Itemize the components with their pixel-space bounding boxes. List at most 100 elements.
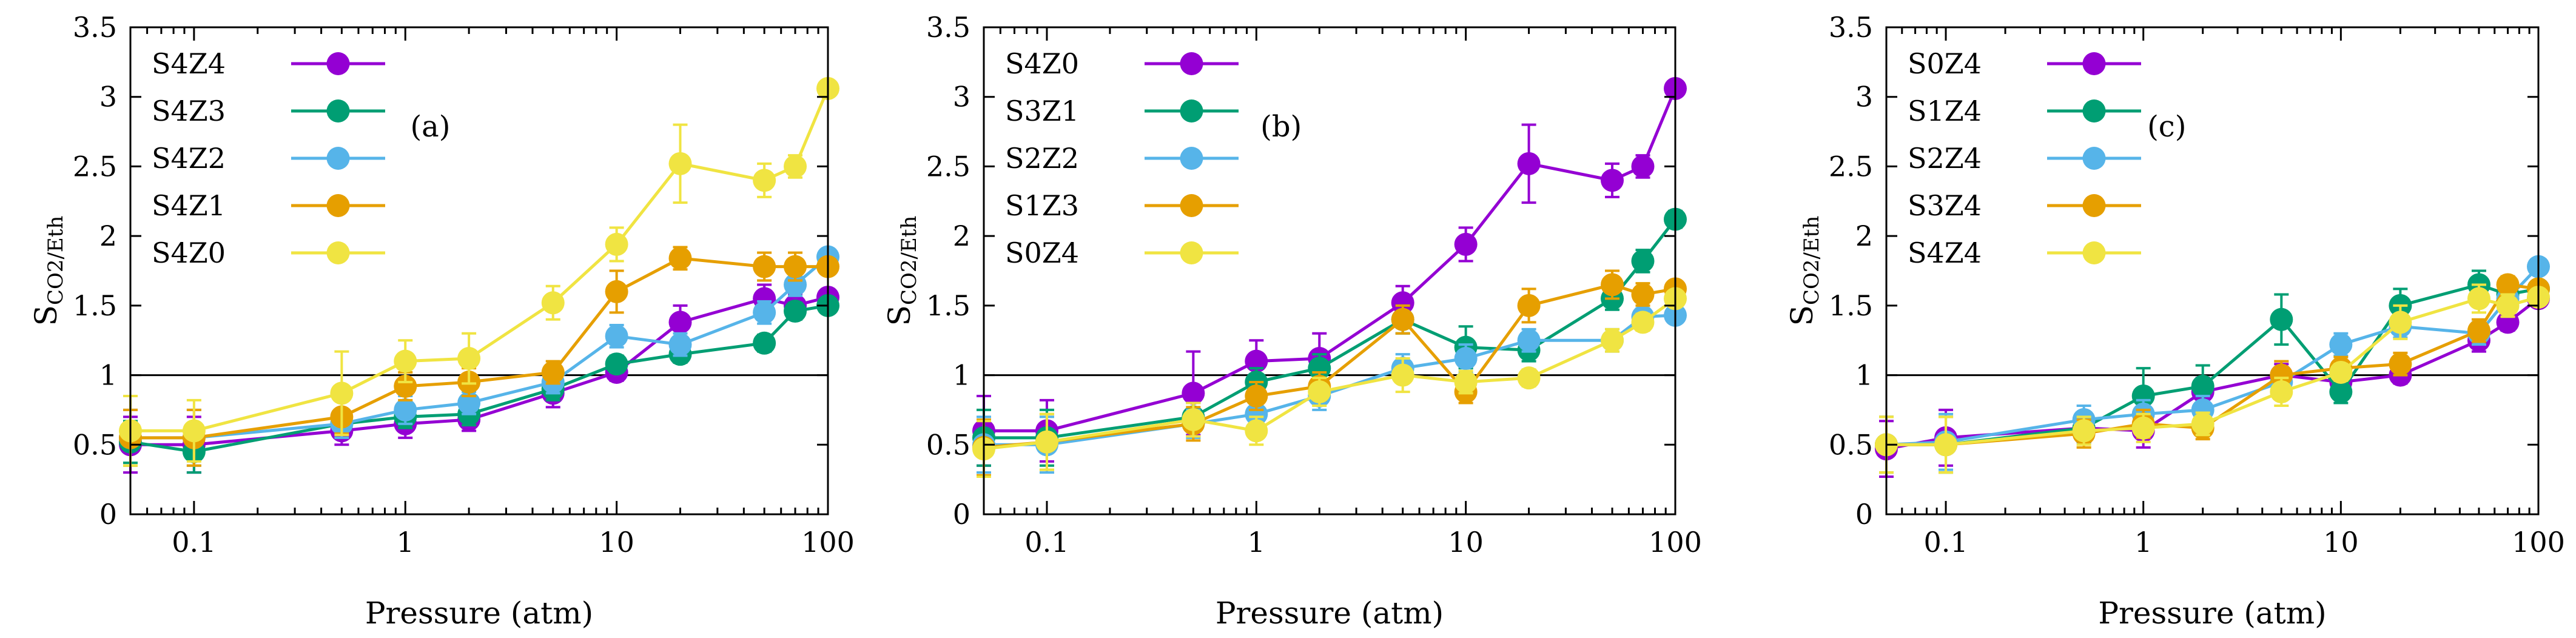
legend-marker-S4Z1 [326, 194, 350, 217]
data-point [1391, 307, 1414, 331]
data-point [1631, 311, 1655, 334]
legend-marker-S4Z4 [2082, 241, 2106, 264]
x-tick-label: 10 [599, 526, 634, 559]
data-point [605, 352, 628, 376]
data-point [2131, 416, 2155, 440]
data-point [753, 331, 776, 355]
legend-label-S4Z0: S4Z0 [1005, 47, 1079, 80]
series-S3Z1 [972, 207, 1687, 467]
y-axis-label: SCO2/Eth [882, 216, 921, 326]
data-point [668, 152, 692, 175]
x-axis-label: Pressure (atm) [365, 596, 593, 631]
x-tick-label: 100 [1649, 526, 1702, 559]
y-axis-label-main: S [1784, 305, 1820, 326]
data-point [541, 291, 565, 315]
y-tick-label: 1 [1855, 359, 1873, 392]
y-axis-label-sub: CO2/Eth [1800, 216, 1824, 305]
data-point [1391, 363, 1414, 387]
data-point [2389, 311, 2412, 334]
x-tick-label: 0.1 [172, 526, 216, 559]
panel-b: 0 0.5 1 1.5 2 2.5 3 3.5 0.1 1 10 100 Pressure (atm) S… [882, 11, 1702, 631]
legend-label-S1Z4: S1Z4 [1908, 95, 1982, 127]
data-point [668, 333, 692, 357]
y-axis-label-sub: CO2/Eth [44, 216, 68, 305]
series-S4Z0 [119, 76, 839, 467]
legend: S4Z0 S3Z1 S2Z2 S1Z3 S0Z4 [1005, 47, 1239, 269]
y-tick-label: 0.5 [1829, 428, 1873, 461]
y-tick-label: 3 [953, 81, 970, 113]
data-point [2072, 419, 2096, 443]
data-point [1517, 366, 1541, 390]
data-point [1631, 249, 1655, 273]
y-tick-label: 2.5 [1829, 150, 1873, 183]
panel-c: 0 0.5 1 1.5 2 2.5 3 3.5 0.1 1 10 100 Pressure (atm) S… [1784, 11, 2565, 631]
panel-a: 0 0.5 1 1.5 2 2.5 3 3.5 0.1 1 10 100 Pressure (atm) S… [29, 11, 855, 631]
legend-label-S2Z2: S2Z2 [1005, 142, 1079, 175]
legend-marker-S3Z4 [2082, 194, 2106, 217]
data-point [2191, 374, 2214, 398]
y-tick-label: 1.5 [926, 289, 970, 322]
data-point [2496, 294, 2520, 317]
data-point [753, 255, 776, 278]
legend-marker-S1Z3 [1180, 194, 1203, 217]
plot-frame [1885, 26, 2540, 515]
series-line-S3Z1 [984, 218, 1676, 440]
data-point [2389, 352, 2412, 376]
series-S4Z4 [1875, 283, 2550, 474]
data-point [1245, 402, 1268, 426]
data-point [541, 360, 565, 384]
data-point [1454, 347, 1478, 371]
legend-marker-S3Z1 [1180, 99, 1203, 123]
y-tick-label: 0 [1855, 498, 1873, 531]
data-point [1601, 169, 1624, 192]
y-axis-label-sub: CO2/Eth [897, 216, 921, 305]
y-axis-label: SCO2/Eth [29, 216, 68, 326]
x-tick-label: 0.1 [1024, 526, 1069, 559]
data-point [1308, 380, 1331, 404]
legend-label-S4Z1: S4Z1 [152, 189, 226, 222]
data-point [2270, 363, 2293, 387]
data-point [784, 155, 807, 178]
legend-marker-S0Z4 [1180, 241, 1203, 264]
y-tick-label: 3.5 [926, 11, 970, 44]
panel-tag: (b) [1260, 110, 1302, 144]
series-line-S0Z4 [983, 297, 1676, 451]
y-tick-label: 2.5 [73, 150, 117, 183]
plot-frame [983, 26, 1676, 515]
data-point [2329, 333, 2353, 357]
legend-label-S4Z2: S4Z2 [152, 142, 226, 175]
legend-marker-S4Z0 [1180, 52, 1203, 75]
data-point [1517, 152, 1541, 175]
data-point [1391, 291, 1414, 315]
data-point [457, 347, 481, 371]
legend-label-S3Z4: S3Z4 [1908, 189, 1982, 222]
data-point [394, 374, 417, 398]
x-tick-label: 10 [2323, 526, 2359, 559]
legend-marker-S0Z4 [2082, 52, 2106, 75]
data-point [394, 398, 417, 421]
y-tick-label: 2 [953, 220, 970, 252]
data-point [2496, 273, 2520, 297]
data-point [2270, 380, 2293, 404]
data-point [2191, 412, 2214, 435]
data-point [1454, 371, 1478, 394]
y-tick-label: 1.5 [1829, 289, 1873, 322]
data-point [753, 301, 776, 324]
data-point [784, 273, 807, 297]
series-S4Z0 [972, 76, 1687, 467]
data-point [1517, 294, 1541, 317]
data-point [784, 300, 807, 323]
data-point [1245, 419, 1268, 443]
data-point [1182, 408, 1205, 431]
data-point [2131, 384, 2155, 408]
y-tick-label: 2 [1855, 220, 1873, 252]
y-axis-label-main: S [29, 305, 64, 326]
y-tick-label: 0 [953, 498, 970, 531]
legend-label-S4Z3: S4Z3 [152, 95, 226, 127]
series-S0Z4 [972, 287, 1687, 478]
legend-label-S4Z0: S4Z0 [152, 237, 226, 269]
data-point [1035, 430, 1058, 454]
y-tick-label: 1 [953, 359, 970, 392]
legend-marker-S4Z0 [326, 241, 350, 264]
